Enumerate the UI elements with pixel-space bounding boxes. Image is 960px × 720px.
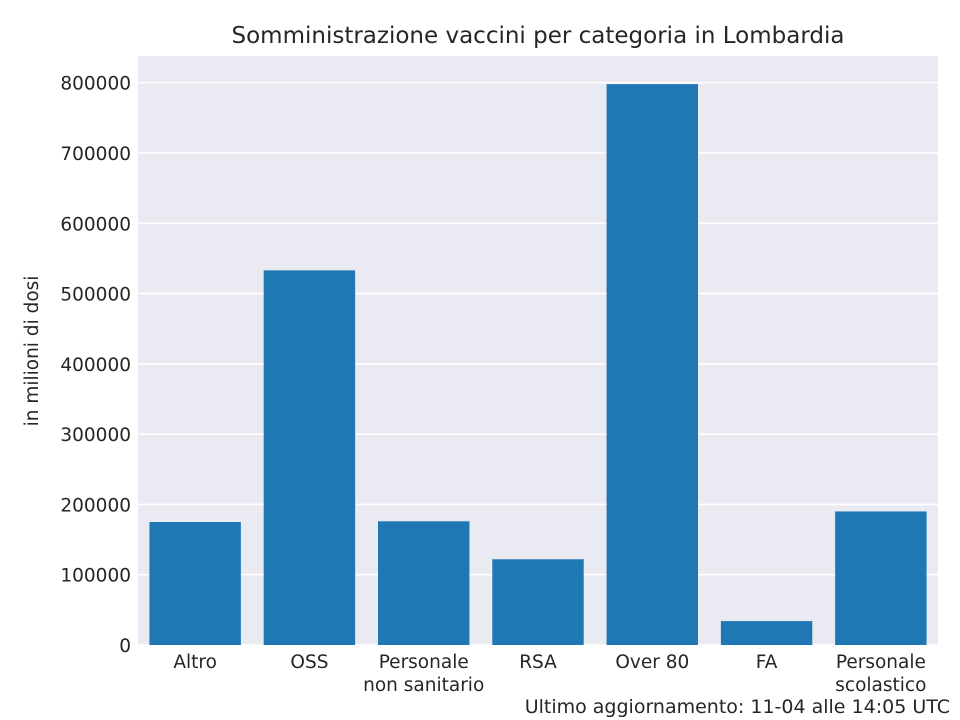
bar bbox=[263, 270, 356, 645]
x-tick-label-line: non sanitario bbox=[363, 675, 484, 696]
y-tick-label: 700000 bbox=[60, 144, 131, 165]
x-tick-label: FA bbox=[756, 652, 778, 673]
x-tick-label-line: FA bbox=[756, 652, 778, 673]
bar bbox=[492, 559, 584, 645]
x-tick-label: RSA bbox=[519, 652, 557, 673]
x-tick-label-line: Over 80 bbox=[615, 652, 689, 673]
x-tick-label: Over 80 bbox=[615, 652, 689, 673]
x-tick-label-line: Personale bbox=[836, 652, 926, 673]
x-tick-label-line: Altro bbox=[173, 652, 217, 673]
x-tick-label: Personale scolastico bbox=[835, 652, 926, 696]
y-tick-label: 800000 bbox=[60, 74, 131, 95]
y-tick-label: 200000 bbox=[60, 495, 131, 516]
x-tick-label: Altro bbox=[173, 652, 217, 673]
bars bbox=[149, 84, 927, 645]
x-tick-label-line: RSA bbox=[519, 652, 557, 673]
y-tick-labels: 0 100000 200000 300000 400000 500000 600000 700… bbox=[60, 74, 131, 657]
y-tick-label: 400000 bbox=[60, 355, 131, 376]
y-tick-label: 100000 bbox=[60, 566, 131, 587]
bar bbox=[149, 521, 241, 645]
x-tick-label-line: OSS bbox=[290, 652, 328, 673]
x-tick-label-line: scolastico bbox=[835, 675, 926, 696]
x-tick-label: Personale non sanitario bbox=[363, 652, 484, 696]
y-tick-label: 0 bbox=[119, 636, 131, 657]
bar bbox=[720, 621, 813, 645]
y-tick-label: 600000 bbox=[60, 214, 131, 235]
last-update-note: Ultimo aggiornamento: 11-04 alle 14:05 U… bbox=[525, 696, 950, 718]
bar bbox=[378, 521, 470, 645]
x-tick-label-line: Personale bbox=[379, 652, 469, 673]
plot-background bbox=[138, 56, 938, 645]
bar bbox=[835, 511, 927, 645]
y-axis-label: in milioni di dosi bbox=[22, 276, 43, 427]
y-tick-label: 500000 bbox=[60, 285, 131, 306]
x-tick-label: OSS bbox=[290, 652, 328, 673]
y-tick-label: 300000 bbox=[60, 425, 131, 446]
chart-title: Somministrazione vaccini per categoria i… bbox=[232, 23, 845, 49]
bar bbox=[606, 84, 698, 645]
